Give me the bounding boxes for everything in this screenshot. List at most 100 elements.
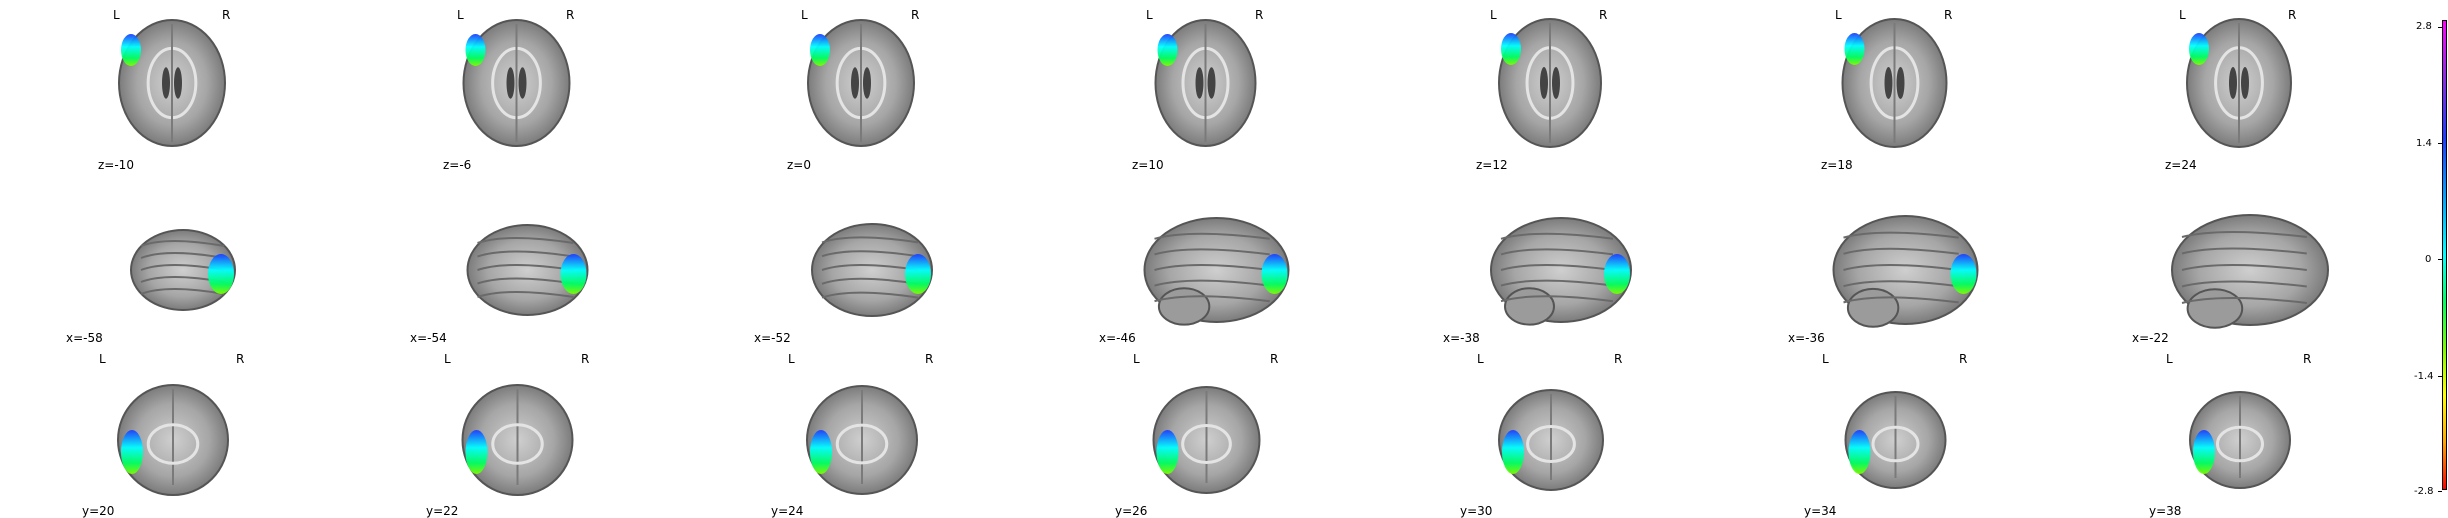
activation-blob	[2193, 430, 2215, 474]
activation-blob	[1501, 33, 1521, 65]
colorbar-tick-4	[2438, 376, 2442, 377]
colorbar-tick-5	[2438, 491, 2442, 492]
axial-slice	[462, 19, 571, 147]
activation-blob	[810, 34, 830, 66]
coronal-left-label-4: L	[1133, 352, 1140, 366]
axial-left-label-4: L	[1146, 8, 1153, 22]
activation-blob	[1604, 254, 1630, 294]
colorbar-label-mid-low: -1.4	[2414, 371, 2434, 382]
colorbar-label-zero: 0	[2425, 254, 2432, 265]
coronal-slice	[117, 384, 229, 496]
colorbar-tick-3	[2438, 259, 2442, 260]
activation-blob	[208, 254, 234, 294]
axial-cut-4: z=10	[1132, 158, 1164, 172]
axial-left-label-2: L	[457, 8, 464, 22]
axial-slice	[1841, 18, 1948, 148]
coronal-cut-4: y=26	[1115, 504, 1148, 518]
activation-blob	[1848, 430, 1871, 474]
coronal-left-label-1: L	[99, 352, 106, 366]
axial-left-label-6: L	[1835, 8, 1842, 22]
activation-blob	[1156, 430, 1179, 474]
coronal-slice	[1844, 391, 1947, 489]
coronal-cut-3: y=24	[771, 504, 804, 518]
coronal-left-label-5: L	[1477, 352, 1484, 366]
colorbar	[2442, 20, 2447, 490]
sagittal-slice	[1143, 217, 1290, 326]
sagittal-cut-5: x=-38	[1443, 331, 1480, 345]
coronal-slice	[2189, 391, 2291, 489]
coronal-right-label-4: R	[1270, 352, 1279, 366]
coronal-right-label-1: R	[236, 352, 245, 366]
axial-cut-2: z=-6	[443, 158, 472, 172]
activation-blob	[121, 34, 141, 66]
sagittal-row	[130, 214, 2329, 329]
axial-left-label-7: L	[2179, 8, 2186, 22]
axial-right-label-5: R	[1599, 8, 1608, 22]
sagittal-cut-4: x=-46	[1099, 331, 1136, 345]
axial-right-label-7: R	[2288, 8, 2297, 22]
axial-row	[118, 18, 2292, 148]
colorbar-tick-2	[2438, 143, 2442, 144]
coronal-right-label-2: R	[581, 352, 590, 366]
sagittal-cut-7: x=-22	[2132, 331, 2169, 345]
coronal-slice	[806, 385, 918, 495]
sagittal-slice	[811, 223, 933, 317]
coronal-slice	[1498, 389, 1604, 491]
axial-right-label-2: R	[566, 8, 575, 22]
axial-left-label-5: L	[1490, 8, 1497, 22]
coronal-cut-2: y=22	[426, 504, 459, 518]
axial-slice	[1154, 19, 1257, 147]
coronal-cut-5: y=30	[1460, 504, 1493, 518]
colorbar-label-max: 2.8	[2416, 21, 2432, 32]
axial-left-label-1: L	[113, 8, 120, 22]
coronal-right-label-6: R	[1959, 352, 1968, 366]
axial-right-label-1: R	[222, 8, 231, 22]
axial-slice	[2186, 18, 2292, 148]
coronal-row	[117, 384, 2291, 496]
sagittal-slice	[466, 224, 589, 316]
activation-blob	[1261, 254, 1288, 294]
coronal-cut-7: y=38	[2149, 504, 2182, 518]
coronal-slice	[1152, 386, 1261, 494]
coronal-right-label-5: R	[1614, 352, 1623, 366]
sagittal-cut-3: x=-52	[754, 331, 791, 345]
activation-blob	[560, 254, 587, 294]
activation-blob	[465, 34, 486, 66]
activation-blob	[1950, 254, 1977, 294]
coronal-left-label-6: L	[1822, 352, 1829, 366]
axial-right-label-4: R	[1255, 8, 1264, 22]
coronal-cut-6: y=34	[1804, 504, 1837, 518]
coronal-left-label-2: L	[444, 352, 451, 366]
activation-blob	[810, 430, 832, 474]
colorbar-label-mid-high: 1.4	[2416, 138, 2432, 149]
sagittal-cut-1: x=-58	[66, 331, 103, 345]
axial-right-label-6: R	[1944, 8, 1953, 22]
coronal-slice	[461, 384, 574, 496]
colorbar-label-min: -2.8	[2414, 486, 2434, 497]
colorbar-tick-1	[2438, 27, 2442, 28]
axial-left-label-3: L	[801, 8, 808, 22]
coronal-left-label-7: L	[2166, 352, 2173, 366]
activation-blob	[1844, 33, 1865, 65]
axial-cut-1: z=-10	[98, 158, 134, 172]
activation-blob	[465, 430, 488, 474]
coronal-right-label-3: R	[925, 352, 934, 366]
axial-cut-6: z=18	[1821, 158, 1853, 172]
activation-blob	[905, 254, 931, 294]
activation-blob	[1502, 430, 1524, 474]
activation-blob	[121, 430, 143, 474]
sagittal-slice	[2171, 214, 2329, 329]
sagittal-cut-6: x=-36	[1788, 331, 1825, 345]
colorbar-gradient	[2443, 21, 2446, 489]
activation-blob	[2189, 33, 2209, 65]
axial-right-label-3: R	[911, 8, 920, 22]
axial-slice	[118, 19, 226, 147]
axial-cut-5: z=12	[1476, 158, 1508, 172]
coronal-right-label-7: R	[2303, 352, 2312, 366]
coronal-left-label-3: L	[788, 352, 795, 366]
axial-cut-3: z=0	[787, 158, 811, 172]
activation-blob	[1157, 34, 1178, 66]
sagittal-cut-2: x=-54	[410, 331, 447, 345]
axial-cut-7: z=24	[2165, 158, 2197, 172]
